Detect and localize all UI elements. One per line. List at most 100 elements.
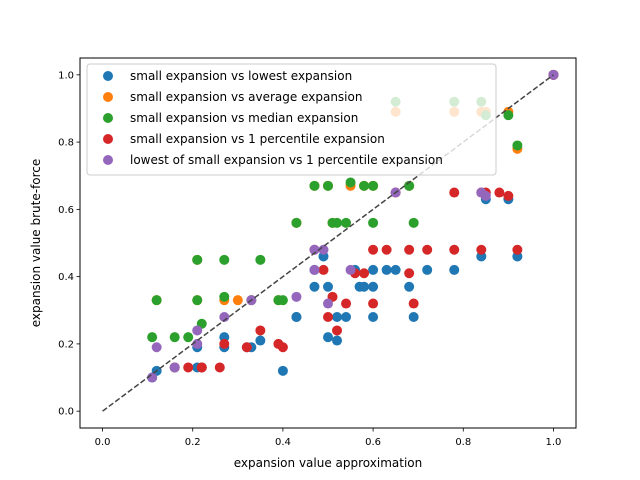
x-axis-label: expansion value approximation xyxy=(234,456,422,470)
legend-box xyxy=(86,63,497,176)
data-point-s2-22 xyxy=(368,180,379,191)
data-point-s4-5 xyxy=(219,312,230,322)
legend-marker-4 xyxy=(103,155,113,165)
data-point-s2-14 xyxy=(309,180,320,191)
y-axis-ticks: 0.0 0.2 0.4 0.6 0.8 1.0 xyxy=(58,70,80,418)
data-point-s4-8 xyxy=(309,244,320,255)
y-tick-label-4: 0.8 xyxy=(58,138,74,149)
data-point-s2-25 xyxy=(408,217,419,228)
data-point-s0-24 xyxy=(359,281,370,292)
data-point-s2-0 xyxy=(147,332,158,343)
data-point-s4-4 xyxy=(192,338,203,349)
data-point-s2-19 xyxy=(345,177,356,188)
legend-label-0: small expansion vs lowest expansion xyxy=(130,69,352,83)
data-point-s3-24 xyxy=(408,298,419,309)
y-tick-label-1: 0.2 xyxy=(58,339,74,350)
data-point-s2-3 xyxy=(183,332,194,343)
data-point-s2-12 xyxy=(277,295,288,306)
data-point-s3-17 xyxy=(359,268,370,279)
y-tick-label-3: 0.6 xyxy=(58,205,74,216)
data-point-s3-33 xyxy=(512,244,523,255)
data-point-s4-12 xyxy=(345,264,356,275)
data-point-s4-1 xyxy=(151,342,162,353)
data-point-s2-8 xyxy=(219,291,230,302)
data-point-s2-1 xyxy=(151,295,162,306)
data-point-s4-0 xyxy=(147,372,158,383)
legend: small expansion vs lowest expansion small… xyxy=(86,63,497,176)
data-point-s0-21 xyxy=(341,312,352,322)
data-point-s4-15 xyxy=(480,190,491,201)
x-tick-label-4: 0.8 xyxy=(455,437,471,448)
x-tick-label-5: 1.0 xyxy=(546,437,562,448)
data-point-s2-15 xyxy=(323,180,333,191)
data-point-s3-20 xyxy=(381,244,392,255)
data-point-s3-25 xyxy=(422,244,433,255)
data-point-s3-31 xyxy=(494,187,505,198)
data-point-s3-26 xyxy=(449,244,460,255)
y-tick-label-0: 0.0 xyxy=(58,407,74,418)
axes-frame xyxy=(79,57,577,429)
data-point-s3-3 xyxy=(196,362,207,373)
data-point-s2-30 xyxy=(512,140,523,151)
x-tick-label-0: 0.0 xyxy=(95,437,111,448)
data-point-s4-2 xyxy=(169,362,180,373)
legend-marker-2 xyxy=(103,113,113,123)
data-point-s4-11 xyxy=(323,298,333,309)
data-point-s0-18 xyxy=(323,332,333,343)
data-point-s2-4 xyxy=(192,295,203,306)
data-point-s3-7 xyxy=(255,325,266,336)
data-point-s4-7 xyxy=(291,291,302,302)
data-point-s0-31 xyxy=(408,312,419,322)
data-point-s2-2 xyxy=(169,332,180,343)
data-point-s0-32 xyxy=(422,264,433,275)
data-point-s0-28 xyxy=(381,264,392,275)
data-point-s4-3 xyxy=(192,325,203,336)
data-point-s3-4 xyxy=(214,362,225,373)
x-axis-ticks: 0.0 0.2 0.4 0.6 0.8 1.0 xyxy=(95,428,562,448)
data-point-s3-11 xyxy=(318,264,329,275)
data-point-s0-33 xyxy=(449,264,460,275)
data-point-s4-10 xyxy=(318,244,329,255)
data-point-s3-15 xyxy=(341,298,352,309)
data-point-s0-14 xyxy=(309,281,320,292)
data-point-s3-12 xyxy=(323,312,333,322)
data-point-s3-27 xyxy=(449,187,460,198)
data-point-s0-25 xyxy=(368,312,379,322)
data-point-s3-19 xyxy=(368,244,379,255)
data-point-s0-13 xyxy=(291,312,302,322)
data-point-s3-6 xyxy=(241,342,252,353)
data-point-s1-4 xyxy=(232,295,243,306)
data-point-s2-13 xyxy=(291,217,302,228)
data-point-s0-20 xyxy=(332,312,343,322)
data-point-s2-24 xyxy=(404,180,415,191)
data-point-s2-5 xyxy=(192,254,203,265)
data-point-s4-9 xyxy=(309,264,320,275)
legend-marker-1 xyxy=(103,92,113,102)
data-point-s2-7 xyxy=(219,254,230,265)
legend-marker-0 xyxy=(103,71,113,81)
x-tick-label-1: 0.2 xyxy=(185,437,201,448)
data-point-s0-10 xyxy=(255,335,266,346)
data-point-s3-23 xyxy=(404,244,415,255)
data-point-s3-5 xyxy=(219,338,230,349)
data-point-s2-17 xyxy=(332,217,343,228)
data-point-s0-11 xyxy=(277,365,288,376)
data-point-s3-29 xyxy=(476,244,487,255)
legend-label-2: small expansion vs median expansion xyxy=(130,111,358,125)
data-point-s2-20 xyxy=(359,180,370,191)
data-point-s3-32 xyxy=(503,190,514,201)
y-tick-label-2: 0.4 xyxy=(58,272,74,283)
data-point-s3-9 xyxy=(277,342,288,353)
legend-marker-3 xyxy=(103,134,113,144)
y-axis-label: expansion value brute-force xyxy=(29,159,43,328)
data-point-s2-10 xyxy=(255,254,266,265)
legend-label-4: lowest of small expansion vs 1 percentil… xyxy=(130,153,443,167)
y-tick-label-5: 1.0 xyxy=(58,70,74,81)
data-point-s0-29 xyxy=(390,264,401,275)
x-tick-label-2: 0.4 xyxy=(275,437,291,448)
data-point-s3-14 xyxy=(332,325,343,336)
data-point-s2-21 xyxy=(368,217,379,228)
data-point-s3-18 xyxy=(368,298,379,309)
data-point-s0-19 xyxy=(332,335,343,346)
